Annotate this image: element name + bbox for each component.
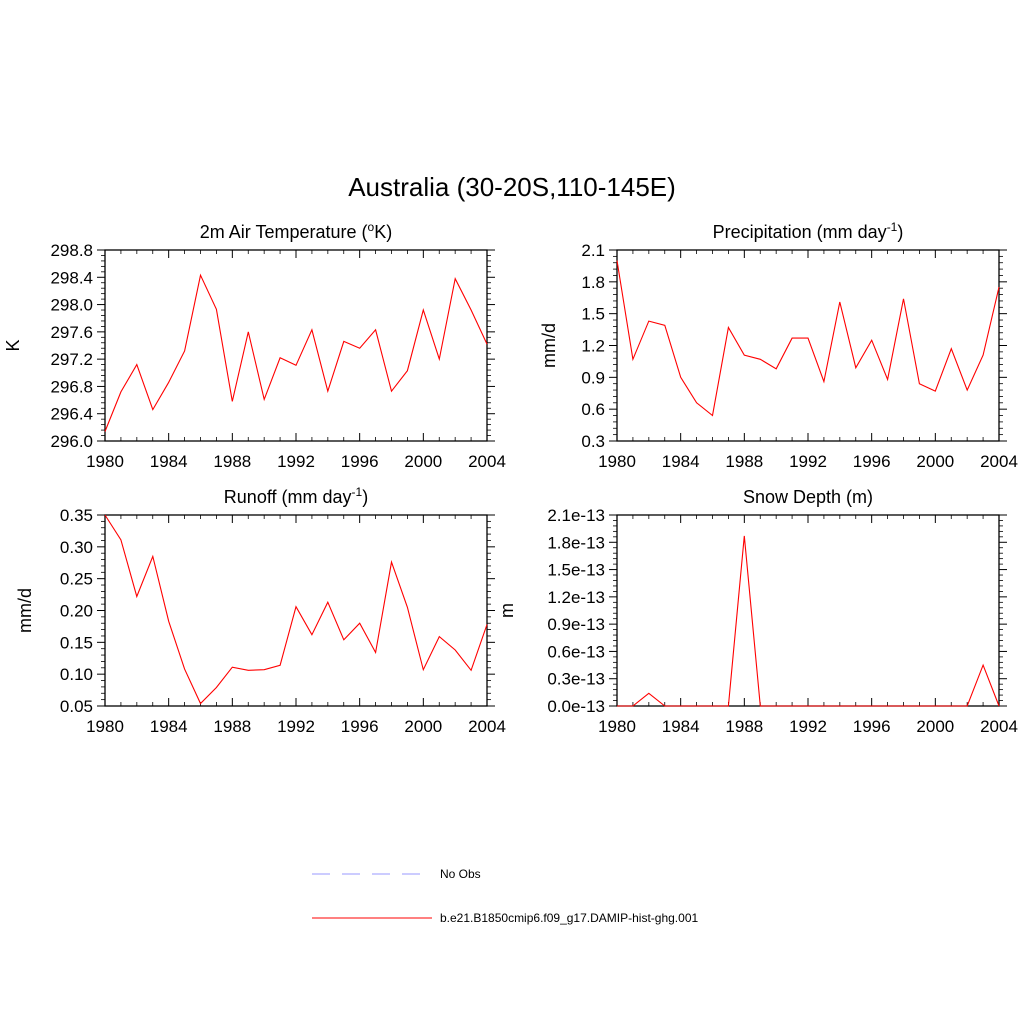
panel-title-text: Snow Depth (m): [743, 487, 873, 507]
legend: No Obs b.e21.B1850cmip6.f09_g17.DAMIP-his…: [312, 867, 698, 925]
y-axis-label: mm/d: [15, 588, 35, 633]
legend-label-2: b.e21.B1850cmip6.f09_g17.DAMIP-hist-ghg.…: [440, 911, 698, 925]
series-line: [616, 260, 1000, 417]
y-tick-label: 1.2e-13: [547, 588, 605, 607]
x-tick-label: 1996: [341, 452, 379, 471]
x-tick-label: 1988: [725, 717, 763, 736]
x-tick-label: 2000: [916, 452, 954, 471]
legend-label-1: No Obs: [440, 867, 481, 881]
y-tick-label: 0.30: [60, 538, 93, 557]
y-tick-label: 0.10: [60, 665, 93, 684]
panel-title: 2m Air Temperature (oK): [200, 220, 392, 242]
y-axis-label: mm/d: [539, 323, 559, 368]
y-tick-label: 1.5e-13: [547, 561, 605, 580]
y-tick-label: 2.1e-13: [547, 506, 605, 525]
y-tick-label: 296.8: [50, 377, 93, 396]
y-tick-label: 1.8: [581, 273, 605, 292]
x-tick-label: 1984: [150, 717, 188, 736]
y-tick-label: 0.05: [60, 697, 93, 716]
y-tick-label: 0.9e-13: [547, 615, 605, 634]
panel-title-text: Precipitation (mm day: [713, 222, 887, 242]
y-tick-label: 297.6: [50, 323, 93, 342]
x-tick-label: 2000: [916, 717, 954, 736]
x-tick-label: 1988: [725, 452, 763, 471]
panel-4: Snow Depth (m) 1980 1984 1988 1992 1996 2000 20…: [497, 487, 1018, 736]
panel-title-text: 2m Air Temperature (: [200, 222, 368, 242]
y-tick-label: 0.3e-13: [547, 670, 605, 689]
x-tick-label: 1996: [341, 717, 379, 736]
x-tick-label: 1980: [598, 452, 636, 471]
y-tick-label: 0.9: [581, 368, 605, 387]
panel-title-suffix: ): [362, 487, 368, 507]
x-tick-label: 1980: [598, 717, 636, 736]
y-tick-label: 1.8e-13: [547, 533, 605, 552]
plot-frame: [616, 249, 1000, 442]
panels-group: 2m Air Temperature (oK)1980 1984 1988 1992 1…: [3, 220, 1018, 736]
x-tick-label: 2004: [468, 717, 506, 736]
y-tick-label: 0.25: [60, 570, 93, 589]
y-tick-label: 0.0e-13: [547, 697, 605, 716]
panel-title: Runoff (mm day-1): [224, 485, 368, 507]
panel-title: Snow Depth (m): [743, 487, 873, 507]
y-tick-label: 296.4: [50, 405, 93, 424]
panel-2: Precipitation (mm day-1) 1980 1984 1988 1992…: [539, 220, 1018, 471]
x-tick-label: 1988: [213, 717, 251, 736]
y-tick-label: 0.6e-13: [547, 642, 605, 661]
y-tick-label: 1.2: [581, 337, 605, 356]
y-tick-label: 0.15: [60, 633, 93, 652]
y-tick-label: 0.6: [581, 400, 605, 419]
x-tick-label: 2000: [404, 717, 442, 736]
panel-3: Runoff (mm day-1) 1980 1984 1988 1992 1996 200…: [15, 485, 506, 736]
y-axis-label: m: [497, 603, 517, 618]
x-tick-label: 2004: [980, 717, 1018, 736]
x-tick-label: 1980: [86, 717, 124, 736]
y-tick-label: 2.1: [581, 241, 605, 260]
y-tick-label: 0.35: [60, 506, 93, 525]
panel-title-superscript: -1: [887, 220, 898, 234]
x-tick-label: 1992: [277, 717, 315, 736]
y-tick-label: 297.2: [50, 350, 93, 369]
main-title: Australia (30-20S,110-145E): [348, 172, 676, 202]
y-axis-label: K: [3, 339, 23, 351]
panel-title-suffix: ): [897, 222, 903, 242]
plot-frame: [104, 514, 488, 707]
panel-title: Precipitation (mm day-1): [713, 220, 904, 242]
x-tick-label: 2004: [980, 452, 1018, 471]
y-tick-label: 296.0: [50, 432, 93, 451]
plot-frame: [104, 249, 488, 442]
y-tick-label: 298.4: [50, 268, 93, 287]
y-tick-label: 0.3: [581, 432, 605, 451]
y-tick-label: 0.20: [60, 602, 93, 621]
x-tick-label: 1984: [150, 452, 188, 471]
panel-title-text: Runoff (mm day: [224, 487, 352, 507]
x-tick-label: 1992: [277, 452, 315, 471]
x-tick-label: 2004: [468, 452, 506, 471]
plot-frame: [616, 514, 1000, 707]
series-line: [104, 273, 488, 432]
y-tick-label: 298.0: [50, 296, 93, 315]
x-tick-label: 1984: [662, 452, 700, 471]
panel-title-superscript: -1: [352, 485, 363, 499]
x-tick-label: 1980: [86, 452, 124, 471]
y-tick-label: 298.8: [50, 241, 93, 260]
x-tick-label: 1996: [853, 717, 891, 736]
x-tick-label: 1992: [789, 452, 827, 471]
x-tick-label: 1992: [789, 717, 827, 736]
panel-title-superscript: o: [368, 220, 375, 234]
x-tick-label: 1984: [662, 717, 700, 736]
x-tick-label: 1996: [853, 452, 891, 471]
panel-title-suffix: K): [374, 222, 392, 242]
y-tick-label: 1.5: [581, 305, 605, 324]
series-line: [104, 514, 488, 705]
series-line: [617, 535, 1000, 707]
panel-1: 2m Air Temperature (oK) 1980 1984 1988 1992 1…: [3, 220, 506, 471]
x-tick-label: 1988: [213, 452, 251, 471]
x-tick-label: 2000: [404, 452, 442, 471]
